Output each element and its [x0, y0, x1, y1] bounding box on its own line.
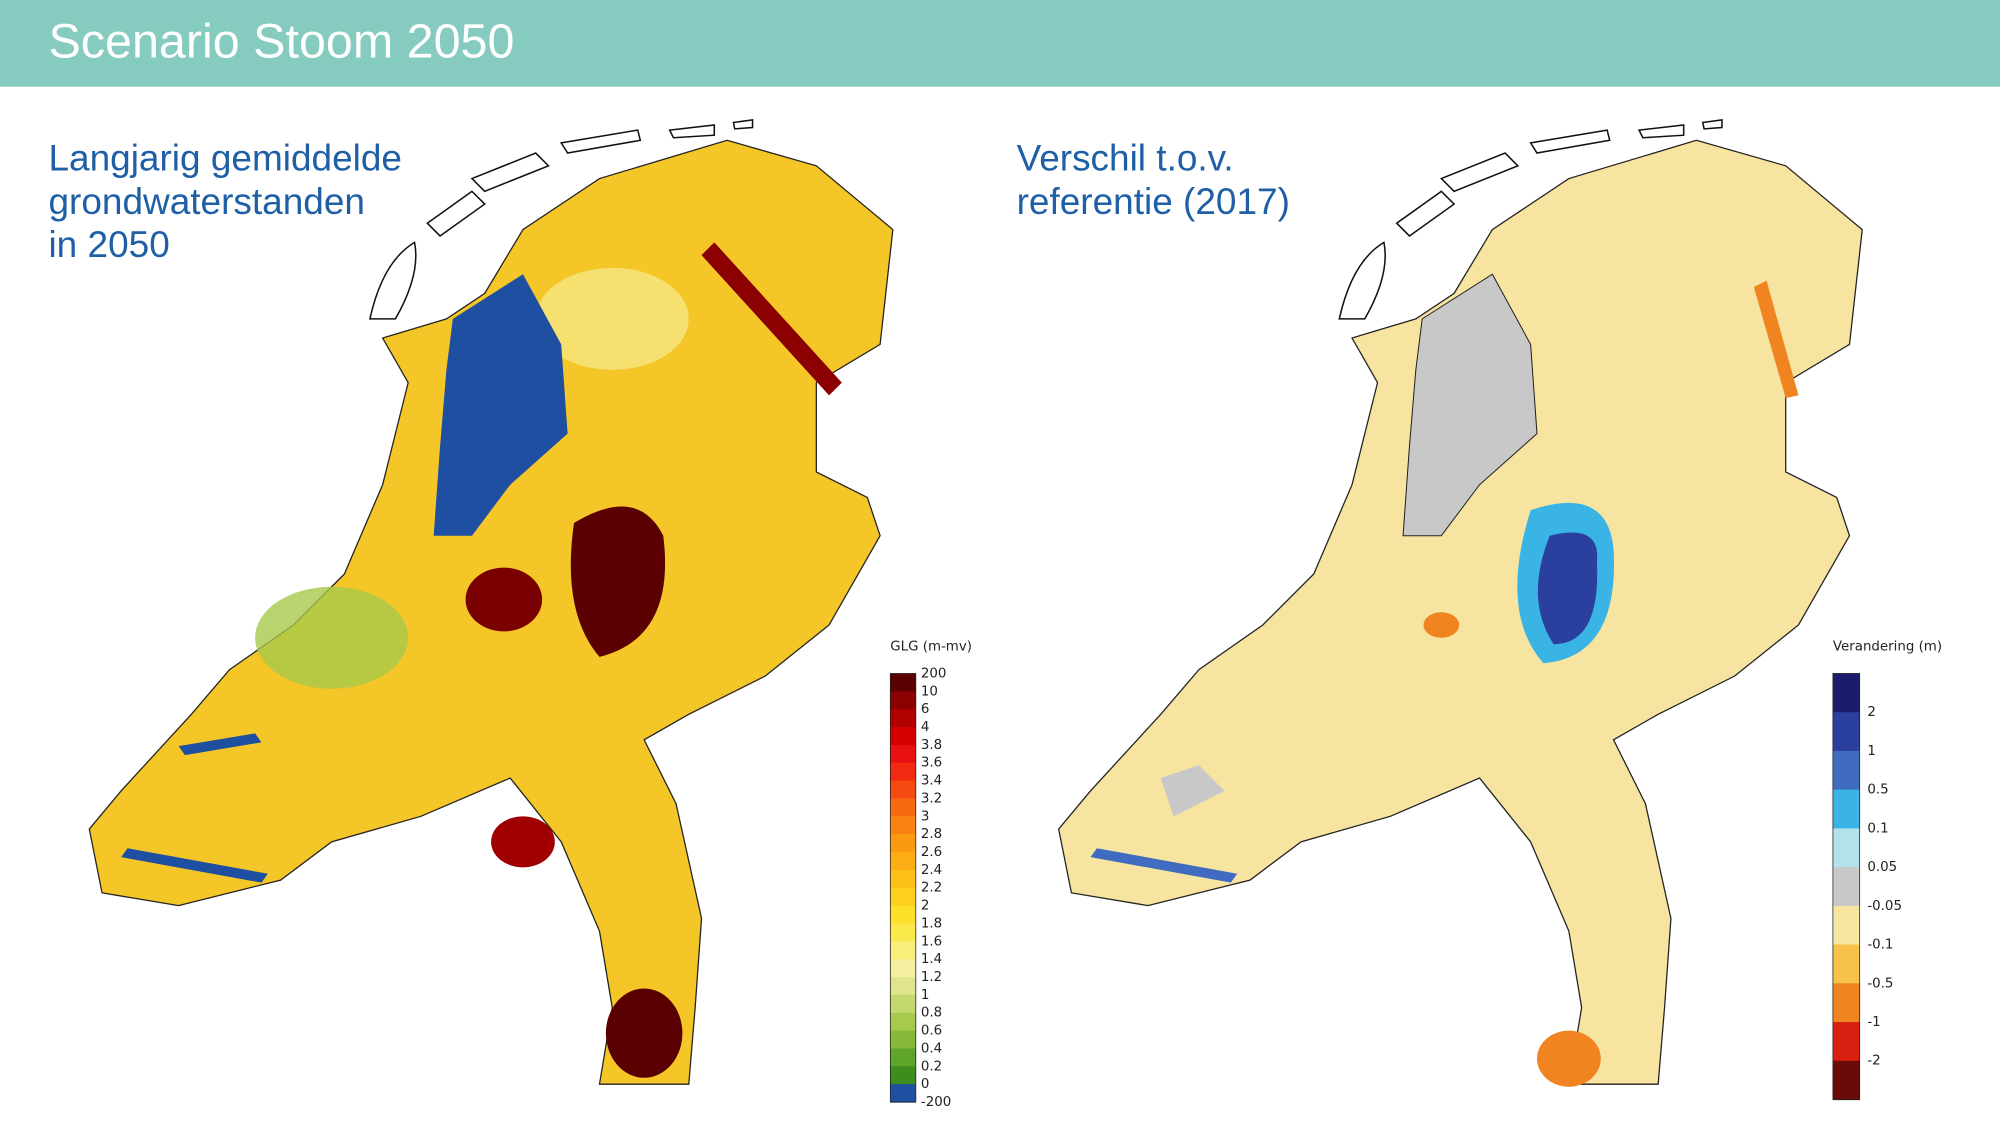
color-swatch	[890, 780, 916, 800]
color-swatch	[890, 994, 916, 1014]
legend-label: 1.8	[921, 916, 942, 931]
page-title: Scenario Stoom 2050	[48, 14, 514, 68]
color-swatch	[890, 923, 916, 942]
legend-label: -0.05	[1867, 899, 1902, 914]
legend-label: 0.2	[921, 1059, 942, 1074]
title-line: referentie (2017)	[1017, 181, 1290, 222]
legend-label: 200	[921, 666, 947, 681]
legend-label: 2.8	[921, 827, 942, 842]
colorbar-frame	[889, 673, 917, 1103]
color-swatch	[890, 709, 916, 728]
legend-label: 1.4	[921, 952, 942, 967]
color-swatch	[890, 1048, 916, 1067]
color-swatch	[890, 834, 916, 853]
legend-label: -0.1	[1867, 938, 1893, 953]
color-swatch	[890, 1012, 916, 1032]
color-swatch	[890, 869, 916, 889]
legend-label: 3.2	[921, 791, 942, 806]
left-legend: 20010643.83.63.43.232.82.62.42.221.81.61…	[889, 666, 951, 1110]
color-swatch	[1832, 828, 1860, 868]
legend-label: 1	[1867, 744, 1876, 759]
title-line: Verschil t.o.v.	[1017, 137, 1234, 178]
color-swatch	[890, 1066, 916, 1085]
legend-title: Verandering (m)	[1833, 640, 1942, 655]
color-swatch	[890, 691, 916, 710]
color-swatch	[890, 816, 916, 835]
color-swatch	[890, 959, 916, 978]
color-swatch	[1832, 983, 1860, 1023]
legend-label: 2.4	[921, 863, 942, 878]
legend-label: 3	[921, 809, 930, 824]
color-swatch	[1832, 905, 1860, 946]
legend-label: 3.6	[921, 756, 942, 771]
legend-label: 10	[921, 684, 938, 699]
color-swatch	[1832, 789, 1860, 830]
color-swatch	[1832, 750, 1860, 791]
color-swatch	[1832, 673, 1860, 713]
right-map-title: Verschil t.o.v.referentie (2017)	[1017, 137, 1290, 221]
color-swatch	[890, 977, 916, 996]
legend-label: 0.8	[921, 1006, 942, 1021]
legend-label: 0	[921, 1077, 930, 1092]
legend-label: 6	[921, 702, 930, 717]
color-swatch	[1832, 1060, 1860, 1101]
legend-label: 2	[1867, 705, 1876, 720]
left-map-title: Langjarig gemiddeldegrondwaterstandenin …	[48, 137, 402, 265]
legend-label: 4	[921, 720, 930, 735]
legend-title: GLG (m-mv)	[890, 640, 972, 655]
legend-label: 0.1	[1867, 821, 1888, 836]
color-swatch	[1832, 867, 1860, 907]
color-swatch	[890, 744, 916, 764]
color-swatch	[1832, 712, 1860, 752]
legend-label: 1.2	[921, 970, 942, 985]
color-swatch	[890, 762, 916, 782]
legend-label: 1.6	[921, 934, 942, 949]
color-swatch	[890, 1084, 916, 1103]
color-swatch	[890, 852, 916, 871]
header-bar	[0, 0, 2000, 87]
color-swatch	[1832, 1022, 1860, 1062]
right-map	[1058, 119, 1863, 1087]
left-map	[88, 119, 894, 1085]
color-swatch	[1832, 944, 1860, 984]
legend-label: -2	[1867, 1054, 1880, 1069]
legend-label: 0.4	[921, 1041, 942, 1056]
title-line: in 2050	[48, 224, 169, 265]
legend-label: -0.5	[1867, 976, 1893, 991]
colorbar-frame	[1832, 673, 1861, 1100]
color-swatch	[890, 887, 916, 907]
legend-label: 2.2	[921, 881, 942, 896]
color-swatch	[890, 941, 916, 960]
color-swatch	[890, 673, 916, 692]
color-swatch	[890, 798, 916, 817]
legend-label: -200	[921, 1095, 951, 1110]
legend-label: 2.6	[921, 845, 942, 860]
legend-label: -1	[1867, 1015, 1880, 1030]
right-legend: 2 1 0.5 0.1 0.05 -0.05 -0.1 -0.5 -1 -2	[1832, 673, 1902, 1101]
color-swatch	[890, 1030, 916, 1050]
legend-label: 3.4	[921, 774, 942, 789]
legend-label: 2	[921, 899, 930, 914]
title-line: grondwaterstanden	[48, 181, 365, 222]
color-swatch	[890, 727, 916, 746]
legend-label: 3.8	[921, 738, 942, 753]
legend-label: 0.6	[921, 1024, 942, 1039]
legend-label: 1	[921, 988, 930, 1003]
legend-label: 0.05	[1867, 860, 1897, 875]
color-swatch	[890, 905, 916, 925]
title-line: Langjarig gemiddelde	[48, 137, 402, 178]
legend-label: 0.5	[1867, 783, 1888, 798]
